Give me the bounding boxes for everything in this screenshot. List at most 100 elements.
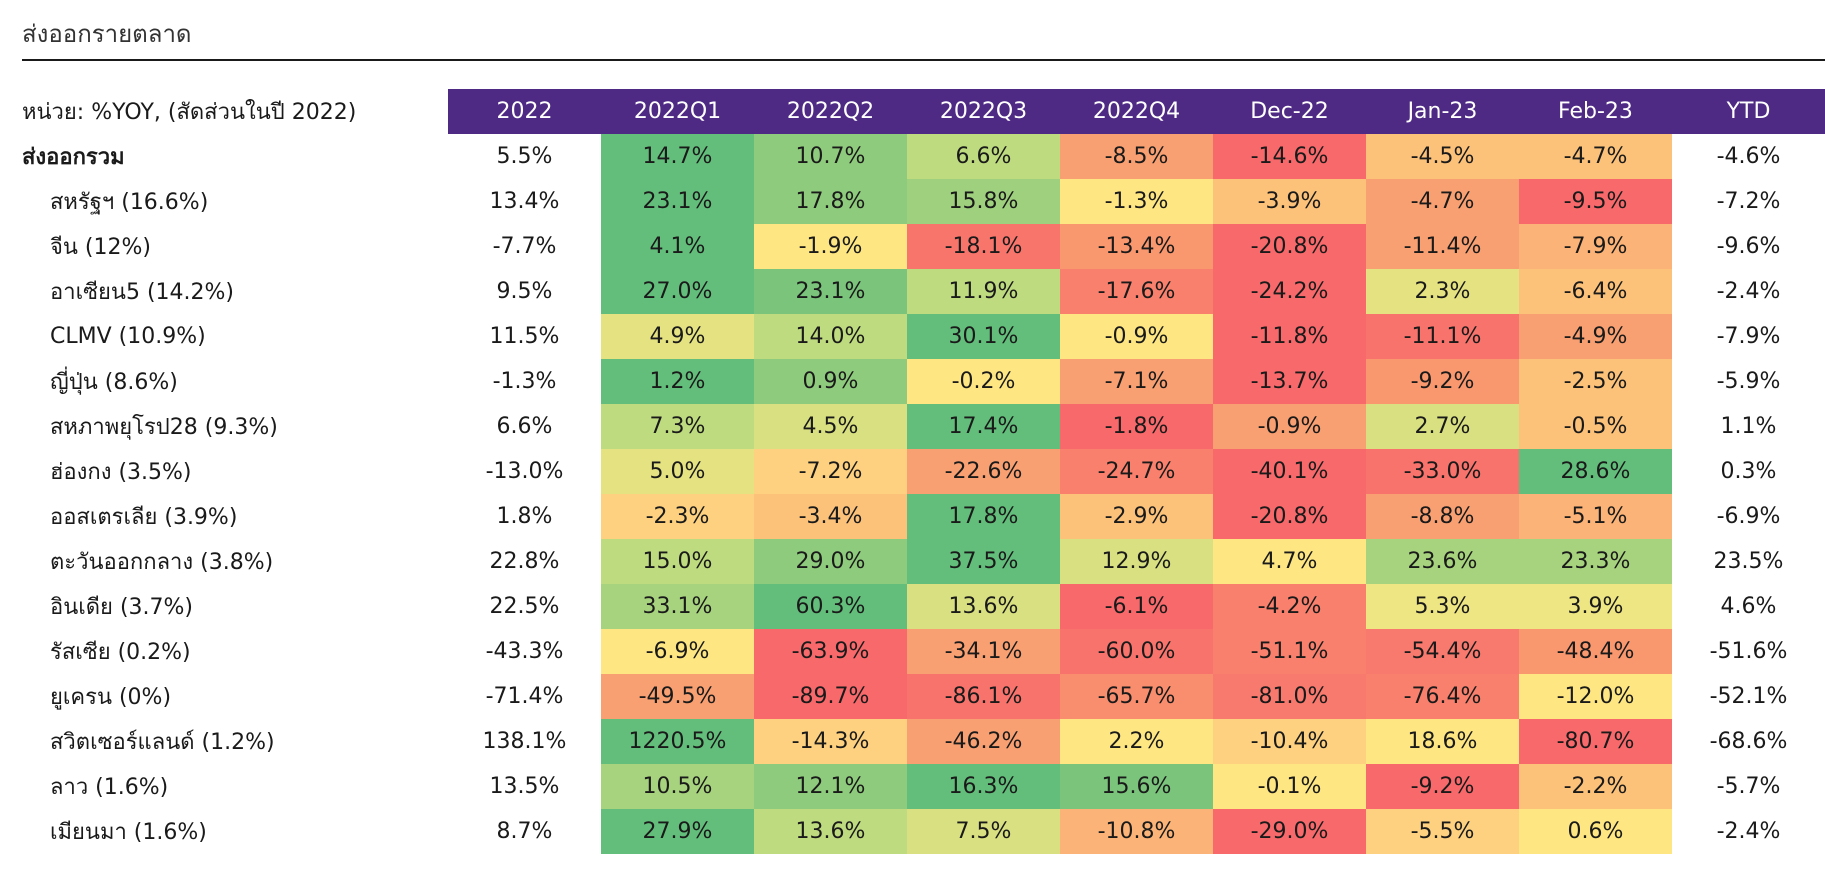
- row-label: อาเซียน5 (14.2%): [50, 280, 234, 305]
- table-cell: 60.3%: [754, 584, 907, 629]
- table-cell: -11.1%: [1366, 314, 1519, 359]
- table-cell: 4.5%: [754, 404, 907, 449]
- table-cell: -4.7%: [1519, 134, 1672, 179]
- table-cell: -5.5%: [1366, 809, 1519, 854]
- table-row: CLMV (10.9%) 11.5% 4.9% 14.0% 30.1% -0.9% -11.…: [22, 314, 1825, 359]
- table-cell: 2.3%: [1366, 269, 1519, 314]
- table-cell: -24.2%: [1213, 269, 1366, 314]
- table-cell: 1220.5%: [601, 719, 754, 764]
- table-cell: -48.4%: [1519, 629, 1672, 674]
- table-cell: -9.2%: [1366, 764, 1519, 809]
- table-cell: 1.1%: [1720, 414, 1777, 439]
- table-row: อาเซียน5 (14.2%) 9.5% 27.0% 23.1% 11.9% -17.6…: [22, 269, 1825, 314]
- table-cell: 27.9%: [601, 809, 754, 854]
- table-cell: -13.7%: [1213, 359, 1366, 404]
- table-cell: 18.6%: [1366, 719, 1519, 764]
- table-cell: 1.8%: [496, 504, 553, 529]
- row-label-total: ส่งออกรวม: [22, 145, 125, 170]
- table-cell: 15.6%: [1060, 764, 1213, 809]
- table-cell: -24.7%: [1060, 449, 1213, 494]
- table-cell: -60.0%: [1060, 629, 1213, 674]
- table-cell: 4.9%: [601, 314, 754, 359]
- column-header: 2022Q3: [907, 89, 1060, 134]
- table-cell: 14.7%: [601, 134, 754, 179]
- table-cell: 10.7%: [754, 134, 907, 179]
- table-cell: -5.9%: [1716, 369, 1781, 394]
- table-cell: -89.7%: [754, 674, 907, 719]
- table-cell: -43.3%: [485, 639, 564, 664]
- table-row: ฮ่องกง (3.5%) -13.0% 5.0% -7.2% -22.6% -24.7%…: [22, 449, 1825, 494]
- table-cell: 13.4%: [489, 189, 560, 214]
- table-cell: 11.9%: [907, 269, 1060, 314]
- table-cell: -10.4%: [1213, 719, 1366, 764]
- table-cell: -9.6%: [1716, 234, 1781, 259]
- export-market-table: หน่วย: %YOY, (สัดส่วนในปี 2022) 2022 202…: [22, 89, 1825, 854]
- page-title: ส่งออกรายตลาด: [22, 20, 192, 48]
- table-cell: 16.3%: [907, 764, 1060, 809]
- table-cell: -18.1%: [907, 224, 1060, 269]
- table-row: ตะวันออกกลาง (3.8%) 22.8% 15.0% 29.0% 37.5% 1…: [22, 539, 1825, 584]
- table-row: สหภาพยุโรป28 (9.3%) 6.6% 7.3% 4.5% 17.4% -1.8…: [22, 404, 1825, 449]
- table-cell: 37.5%: [907, 539, 1060, 584]
- table-row: สวิตเซอร์แลนด์ (1.2%) 138.1% 1220.5% -14.3%…: [22, 719, 1825, 764]
- table-cell: 4.6%: [1720, 594, 1777, 619]
- table-cell: -1.3%: [492, 369, 557, 394]
- column-header: 2022Q2: [754, 89, 907, 134]
- table-cell: -20.8%: [1213, 224, 1366, 269]
- table-cell: 27.0%: [601, 269, 754, 314]
- row-label: สวิตเซอร์แลนด์ (1.2%): [50, 730, 275, 755]
- table-cell: 13.6%: [907, 584, 1060, 629]
- table-cell: -7.7%: [492, 234, 557, 259]
- table-cell: -6.9%: [601, 629, 754, 674]
- table-cell: 23.5%: [1713, 549, 1784, 574]
- table-cell: -63.9%: [754, 629, 907, 674]
- table-row: ลาว (1.6%) 13.5% 10.5% 12.1% 16.3% 15.6% -0.1%…: [22, 764, 1825, 809]
- table-cell: 6.6%: [496, 414, 553, 439]
- table-cell: -51.6%: [1709, 639, 1788, 664]
- table-cell: 11.5%: [489, 324, 560, 349]
- table-row: จีน (12%) -7.7% 4.1% -1.9% -18.1% -13.4% -20.8…: [22, 224, 1825, 269]
- table-cell: -0.5%: [1519, 404, 1672, 449]
- table-row: ยูเครน (0%) -71.4% -49.5% -89.7% -86.1% -65.7…: [22, 674, 1825, 719]
- table-cell: -14.6%: [1213, 134, 1366, 179]
- table-cell: 6.6%: [907, 134, 1060, 179]
- table-cell: -5.1%: [1519, 494, 1672, 539]
- table-cell: 13.5%: [489, 774, 560, 799]
- table-cell: -68.6%: [1709, 729, 1788, 754]
- table-cell: 2.7%: [1366, 404, 1519, 449]
- table-cell: 5.3%: [1366, 584, 1519, 629]
- column-header: 2022: [448, 89, 601, 134]
- unit-label: หน่วย: %YOY, (สัดส่วนในปี 2022): [22, 89, 448, 134]
- row-label: รัสเซีย (0.2%): [50, 640, 191, 665]
- row-label: สหรัฐฯ (16.6%): [50, 190, 209, 215]
- row-label: เมียนมา (1.6%): [50, 820, 207, 845]
- column-header: YTD: [1672, 89, 1825, 134]
- table-cell: -80.7%: [1519, 719, 1672, 764]
- table-cell: -10.8%: [1060, 809, 1213, 854]
- title-divider: [22, 59, 1825, 61]
- table-cell: -4.9%: [1519, 314, 1672, 359]
- table-cell: 0.6%: [1519, 809, 1672, 854]
- table-cell: -0.2%: [907, 359, 1060, 404]
- table-cell: 23.1%: [601, 179, 754, 224]
- table-cell: 0.3%: [1720, 459, 1777, 484]
- table-cell: 30.1%: [907, 314, 1060, 359]
- row-label: ญี่ปุ่น (8.6%): [50, 370, 178, 395]
- table-cell: 9.5%: [496, 279, 553, 304]
- table-cell: 7.5%: [907, 809, 1060, 854]
- table-cell: 12.1%: [754, 764, 907, 809]
- table-cell: -4.6%: [1716, 144, 1781, 169]
- table-cell: -2.3%: [601, 494, 754, 539]
- row-label: อินเดีย (3.7%): [50, 595, 193, 620]
- table-cell: -8.5%: [1060, 134, 1213, 179]
- table-cell: -1.3%: [1060, 179, 1213, 224]
- table-cell: -7.9%: [1519, 224, 1672, 269]
- table-cell: -9.2%: [1366, 359, 1519, 404]
- table-cell: -49.5%: [601, 674, 754, 719]
- table-cell: -76.4%: [1366, 674, 1519, 719]
- table-cell: 5.0%: [601, 449, 754, 494]
- table-cell: 33.1%: [601, 584, 754, 629]
- table-cell: 2.2%: [1060, 719, 1213, 764]
- table-cell: -4.7%: [1366, 179, 1519, 224]
- table-cell: -2.5%: [1519, 359, 1672, 404]
